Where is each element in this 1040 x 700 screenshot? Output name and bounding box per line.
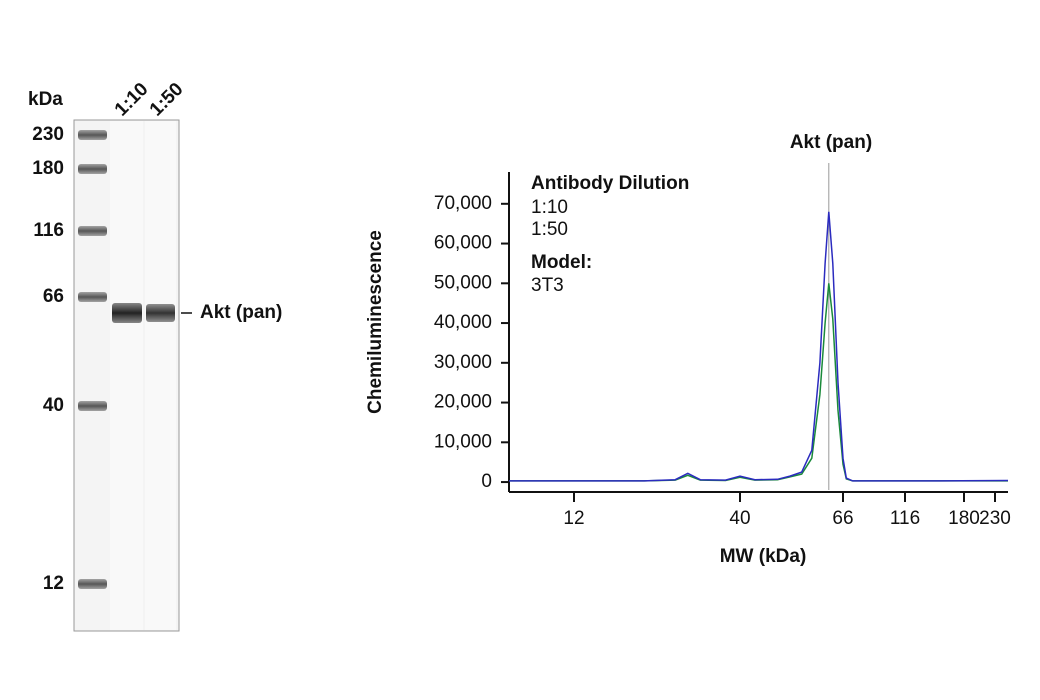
- legend-entry: 1:10: [531, 197, 568, 218]
- y-tick-label: 10,000: [434, 431, 492, 452]
- y-tick-label: 40,000: [434, 312, 492, 333]
- ladder-band: [78, 292, 107, 302]
- lane-label: 1:10: [111, 79, 153, 121]
- ladder-label: 40: [43, 395, 64, 416]
- model-title: Model:: [531, 252, 592, 273]
- ladder-label: 66: [43, 286, 64, 307]
- ladder-band: [78, 130, 107, 140]
- gel-unit: kDa: [28, 89, 63, 110]
- ladder-label: 180: [32, 158, 64, 179]
- model-name: 3T3: [531, 275, 564, 296]
- x-tick-label: 66: [832, 508, 853, 529]
- y-tick-label: 30,000: [434, 352, 492, 373]
- ladder-band: [78, 164, 107, 174]
- y-tick-label: 70,000: [434, 193, 492, 214]
- sample-band: [146, 304, 175, 322]
- x-tick-label: 12: [563, 508, 584, 529]
- sample-band: [112, 303, 142, 323]
- legend-title: Antibody Dilution: [531, 173, 689, 194]
- ladder-band: [78, 401, 107, 411]
- ladder-band: [78, 226, 107, 236]
- series-line: [509, 211, 1009, 482]
- legend-entry: 1:50: [531, 219, 568, 240]
- y-tick-label: 60,000: [434, 233, 492, 254]
- x-tick-label: 230: [979, 508, 1011, 529]
- gel-lane: [110, 121, 143, 630]
- y-tick-label: 50,000: [434, 272, 492, 293]
- peak-label: Akt (pan): [790, 132, 872, 153]
- y-axis-label: Chemiluminescence: [365, 230, 386, 414]
- x-tick-label: 180: [948, 508, 980, 529]
- band-label: Akt (pan): [200, 302, 282, 323]
- lane-label: 1:50: [146, 79, 188, 121]
- series-line: [509, 283, 1008, 482]
- x-axis-label: MW (kDa): [720, 546, 807, 567]
- y-tick-label: 0: [481, 471, 492, 492]
- x-tick-label: 40: [729, 508, 750, 529]
- ladder-label: 230: [32, 124, 64, 145]
- ladder-label: 12: [43, 573, 64, 594]
- gel-lane: [145, 121, 176, 630]
- x-tick-label: 116: [890, 508, 920, 529]
- ladder-band: [78, 579, 107, 589]
- ladder-label: 116: [33, 220, 64, 241]
- y-tick-label: 20,000: [434, 392, 492, 413]
